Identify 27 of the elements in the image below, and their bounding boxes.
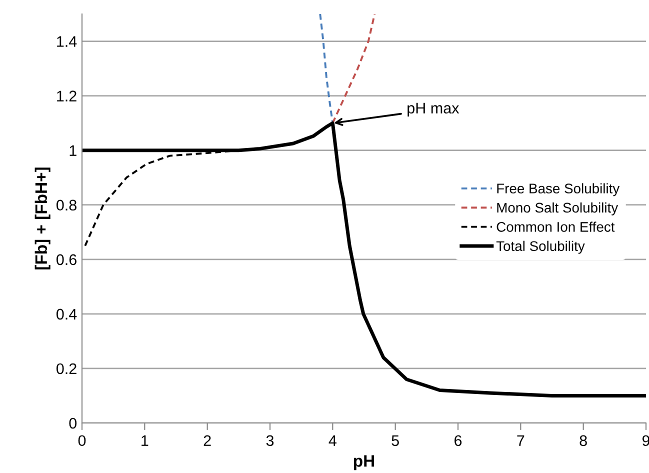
x-tick-label: 6 bbox=[454, 435, 462, 446]
y-tick-label: 1.4 bbox=[57, 36, 77, 47]
x-tick-label: 5 bbox=[392, 435, 399, 446]
x-tick-label: 0 bbox=[78, 435, 86, 446]
legend-label: Mono Salt Solubility bbox=[497, 202, 618, 216]
y-tick-label: 1.2 bbox=[57, 90, 76, 102]
legend-label: Common Ion Effect bbox=[496, 222, 615, 232]
y-tick-label: 0.2 bbox=[56, 363, 76, 374]
y-tick-label: 0.8 bbox=[56, 200, 76, 211]
y-tick-label: 0.4 bbox=[56, 308, 77, 320]
x-tick-label: 7 bbox=[517, 435, 524, 446]
line-series bbox=[82, 121, 646, 398]
legend-label: Total Solubility bbox=[496, 240, 585, 254]
y-tick-label: 1 bbox=[70, 145, 76, 156]
legend-label: Free Base Solubility bbox=[497, 183, 620, 196]
x-tick-label: 8 bbox=[580, 435, 587, 446]
x-tick-label: 4 bbox=[328, 435, 336, 446]
y-tick-label: 0.6 bbox=[56, 254, 76, 266]
line-series bbox=[319, 14, 334, 124]
x-tick-label: 2 bbox=[204, 435, 211, 446]
line-series bbox=[332, 14, 376, 124]
x-tick-label: 1 bbox=[142, 435, 148, 446]
annotation: pH max bbox=[408, 102, 460, 117]
y-tick-label: 0 bbox=[69, 418, 77, 429]
x-tick-label: 3 bbox=[266, 435, 274, 446]
y-axis-title: [Fb] + [FbH+] bbox=[34, 168, 50, 270]
x-axis-title: pH bbox=[354, 455, 374, 470]
